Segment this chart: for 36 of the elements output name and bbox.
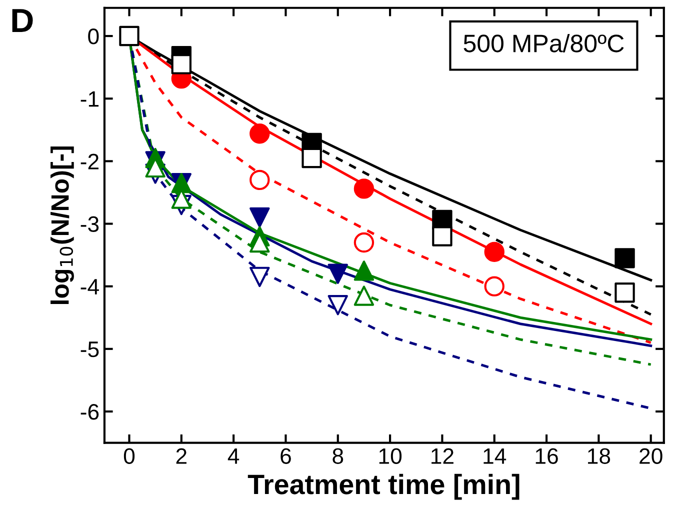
- point: [119, 26, 140, 46]
- point: [250, 124, 270, 144]
- point: [302, 148, 322, 168]
- y-tick-label: -2: [80, 154, 98, 170]
- point: [328, 295, 348, 316]
- y-tick-label: -6: [80, 404, 99, 420]
- point: [614, 248, 635, 268]
- y-tick-label: -4: [80, 279, 99, 294]
- text: D: [12, 9, 33, 32]
- x-tick-label: 14: [484, 448, 506, 464]
- point: [250, 207, 270, 228]
- y-tick-label: -1: [80, 91, 99, 107]
- x-tick-label: 16: [536, 448, 558, 464]
- point: [171, 54, 192, 74]
- point: [250, 266, 270, 288]
- point: [484, 242, 504, 262]
- x-tick-label: 0: [124, 448, 135, 464]
- y-tick-label: -5: [80, 342, 99, 358]
- point: [354, 178, 374, 199]
- x-tick-label: 6: [280, 448, 291, 464]
- x-tick-label: 18: [588, 448, 610, 464]
- x-tick-label: 10: [379, 448, 402, 464]
- point: [354, 260, 374, 281]
- point: [328, 264, 348, 284]
- x-axis-title: Treatment time [min]: [248, 474, 520, 500]
- y-tick-label: -3: [80, 216, 99, 232]
- x-tick-label: 4: [228, 448, 240, 464]
- x-tick-label: 12: [432, 448, 454, 464]
- point: [614, 282, 635, 303]
- x-tick-label: 2: [176, 448, 186, 464]
- annotation: 500 MPa/80ºC: [464, 34, 624, 52]
- x-tick-label: 20: [640, 448, 662, 464]
- point: [354, 286, 374, 306]
- y-tick-label: 0: [88, 28, 99, 44]
- x-tick-label: 8: [332, 448, 344, 464]
- y-axis-title: log$_{10}$(N/No)[-]: [50, 146, 74, 304]
